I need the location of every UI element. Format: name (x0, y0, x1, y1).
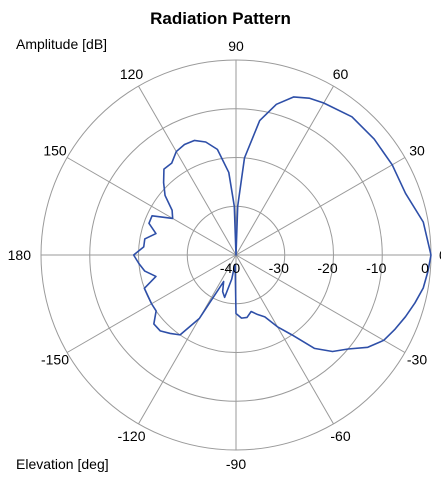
angle-tick-120: 120 (120, 66, 144, 82)
angle-tick-150: 150 (43, 143, 67, 159)
angle-tick-30: 30 (409, 143, 425, 159)
angle-tick--150: -150 (41, 352, 69, 368)
angle-tick--90: -90 (226, 456, 246, 472)
radial-tick--30: -30 (269, 260, 289, 276)
angle-tick-60: 60 (333, 66, 349, 82)
radial-tick--10: -10 (366, 260, 386, 276)
angle-tick-90: 90 (228, 38, 244, 54)
angle-tick-180: 180 (8, 247, 32, 263)
radial-tick--40: -40 (220, 260, 240, 276)
grid-spoke-60 (235, 85, 334, 256)
pattern-curve-0 (132, 96, 432, 353)
grid-spoke-150 (66, 157, 237, 256)
angle-tick--60: -60 (330, 428, 350, 444)
grid-spoke--60 (235, 254, 334, 425)
angle-tick--120: -120 (117, 428, 145, 444)
tick-labels: 0 30 60 90 120 150 180 -150 -120 -90 -60 -30 -40 -30 -… (8, 38, 441, 472)
angle-tick--30: -30 (407, 352, 427, 368)
radial-tick--20: -20 (317, 260, 337, 276)
grid-spoke--30 (235, 254, 406, 353)
grid-spoke-30 (235, 157, 406, 256)
angular-axis-label: Elevation [deg] (16, 456, 109, 472)
grid-spoke--120 (138, 254, 237, 425)
radial-tick-0: 0 (421, 260, 429, 276)
chart-title: Radiation Pattern (150, 9, 291, 28)
angle-tick-0: 0 (439, 247, 441, 263)
radial-axis-label: Amplitude [dB] (16, 36, 108, 52)
curve-layer (132, 96, 432, 353)
grid-layer (40, 59, 432, 451)
grid-spoke-120 (138, 85, 237, 256)
